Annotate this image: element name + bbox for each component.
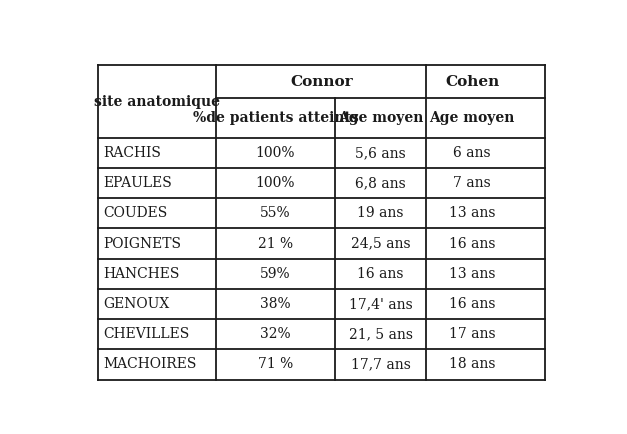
Text: Age moyen: Age moyen [338,111,423,125]
Text: 38%: 38% [260,297,291,311]
Text: 100%: 100% [256,146,295,160]
Text: 13 ans: 13 ans [449,267,495,281]
Text: RACHIS: RACHIS [103,146,162,160]
Text: site anatomique: site anatomique [94,95,220,108]
Text: Cohen: Cohen [445,75,499,89]
Text: CHEVILLES: CHEVILLES [103,327,190,341]
Text: EPAULES: EPAULES [103,176,172,190]
Text: 21, 5 ans: 21, 5 ans [349,327,413,341]
Text: COUDES: COUDES [103,206,168,220]
Text: 55%: 55% [260,206,291,220]
Text: 13 ans: 13 ans [449,206,495,220]
Text: 59%: 59% [260,267,291,281]
Text: 19 ans: 19 ans [357,206,404,220]
Text: 16 ans: 16 ans [449,237,495,250]
Text: 6,8 ans: 6,8 ans [356,176,406,190]
Text: 18 ans: 18 ans [449,358,495,372]
Text: 16 ans: 16 ans [357,267,404,281]
Text: %de patients atteints: %de patients atteints [192,111,359,125]
Text: 100%: 100% [256,176,295,190]
Text: 16 ans: 16 ans [449,297,495,311]
Text: 5,6 ans: 5,6 ans [356,146,406,160]
Text: 6 ans: 6 ans [453,146,491,160]
Text: 32%: 32% [260,327,291,341]
Text: 21 %: 21 % [258,237,293,250]
Text: HANCHES: HANCHES [103,267,180,281]
Text: 24,5 ans: 24,5 ans [350,237,411,250]
Text: 17,7 ans: 17,7 ans [350,358,411,372]
Text: POIGNETS: POIGNETS [103,237,182,250]
Text: Age moyen: Age moyen [429,111,515,125]
Text: GENOUX: GENOUX [103,297,170,311]
Text: 17 ans: 17 ans [449,327,495,341]
Text: Connor: Connor [290,75,352,89]
Text: MACHOIRES: MACHOIRES [103,358,197,372]
Text: 71 %: 71 % [258,358,293,372]
Text: 17,4' ans: 17,4' ans [349,297,413,311]
Text: 7 ans: 7 ans [453,176,491,190]
